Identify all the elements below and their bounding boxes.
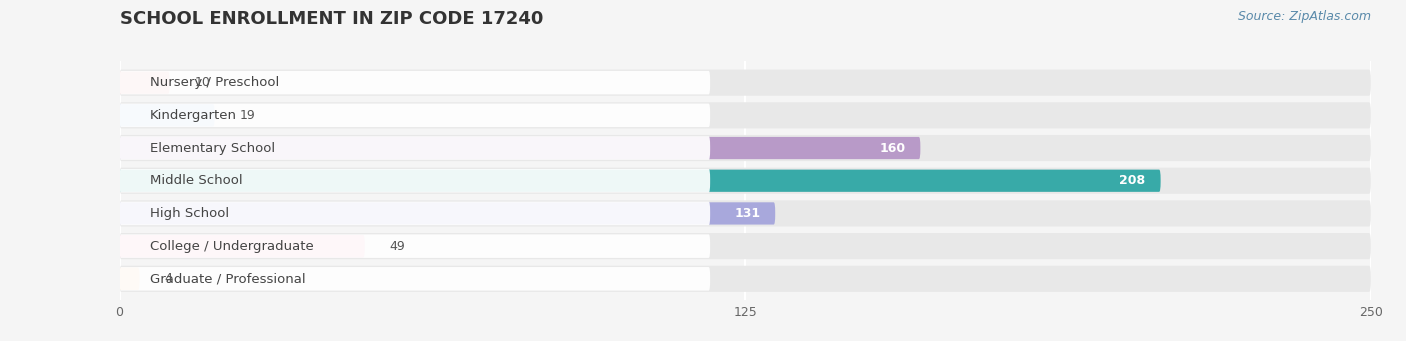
Text: Middle School: Middle School [149, 174, 242, 187]
FancyBboxPatch shape [120, 268, 139, 290]
FancyBboxPatch shape [120, 266, 1371, 292]
FancyBboxPatch shape [120, 104, 710, 127]
Text: Kindergarten: Kindergarten [149, 109, 236, 122]
Text: High School: High School [149, 207, 229, 220]
Text: 4: 4 [165, 272, 173, 285]
Text: 208: 208 [1119, 174, 1146, 187]
FancyBboxPatch shape [120, 234, 710, 258]
Text: College / Undergraduate: College / Undergraduate [149, 240, 314, 253]
FancyBboxPatch shape [120, 71, 710, 94]
Text: Graduate / Professional: Graduate / Professional [149, 272, 305, 285]
FancyBboxPatch shape [120, 135, 1371, 161]
FancyBboxPatch shape [120, 202, 775, 224]
Text: 19: 19 [239, 109, 256, 122]
FancyBboxPatch shape [120, 169, 1160, 192]
FancyBboxPatch shape [120, 168, 1371, 194]
FancyBboxPatch shape [120, 104, 215, 127]
FancyBboxPatch shape [120, 137, 921, 159]
FancyBboxPatch shape [120, 102, 1371, 129]
FancyBboxPatch shape [120, 202, 710, 225]
FancyBboxPatch shape [120, 267, 710, 291]
FancyBboxPatch shape [120, 72, 170, 94]
FancyBboxPatch shape [120, 201, 1371, 226]
FancyBboxPatch shape [120, 169, 710, 193]
Text: SCHOOL ENROLLMENT IN ZIP CODE 17240: SCHOOL ENROLLMENT IN ZIP CODE 17240 [120, 10, 543, 28]
FancyBboxPatch shape [120, 235, 364, 257]
Text: Source: ZipAtlas.com: Source: ZipAtlas.com [1237, 10, 1371, 23]
Text: 131: 131 [734, 207, 761, 220]
FancyBboxPatch shape [120, 233, 1371, 259]
FancyBboxPatch shape [120, 70, 1371, 96]
Text: 160: 160 [879, 142, 905, 154]
FancyBboxPatch shape [120, 136, 710, 160]
Text: Elementary School: Elementary School [149, 142, 274, 154]
Text: 10: 10 [194, 76, 211, 89]
Text: 49: 49 [389, 240, 405, 253]
Text: Nursery / Preschool: Nursery / Preschool [149, 76, 278, 89]
